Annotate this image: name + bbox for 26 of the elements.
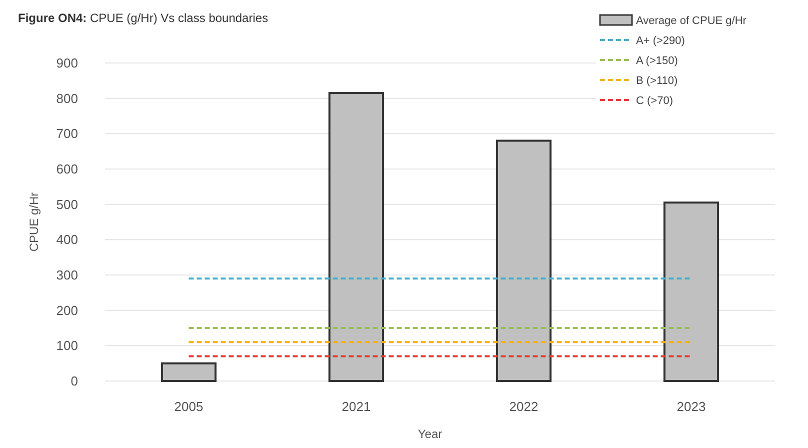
y-tick-label: 900 (56, 56, 78, 71)
x-tick-label: 2023 (676, 399, 706, 414)
bar (160, 362, 217, 382)
chart-title: Figure ON4: CPUE (g/Hr) Vs class boundaries (18, 11, 268, 25)
y-tick-label: 500 (56, 196, 78, 212)
legend-label: Average of CPUE g/Hr (636, 14, 747, 27)
x-tick-label: 2005 (174, 399, 204, 414)
y-tick-label: 300 (56, 268, 78, 283)
y-tick-label: 0 (70, 374, 78, 389)
x-axis-title: Year (418, 427, 442, 441)
y-tick-label: 400 (56, 232, 78, 248)
x-tick-label: 2022 (509, 399, 538, 414)
x-tick-label: 2021 (342, 399, 371, 414)
y-tick-label: 600 (56, 162, 78, 177)
legend-label: C (>70) (636, 94, 673, 107)
legend-label: A+ (>290) (636, 34, 685, 47)
legend-label: A (>150) (636, 54, 678, 67)
y-axis-title: CPUE g/Hr (27, 192, 41, 252)
y-tick-label: 800 (56, 90, 78, 106)
y-tick-label: 700 (56, 126, 78, 142)
bar (496, 140, 552, 382)
legend-label: B (>110) (636, 74, 678, 87)
y-tick-label: 200 (56, 302, 78, 318)
bar (663, 202, 720, 382)
bar (328, 92, 384, 382)
y-tick-label: 100 (56, 338, 78, 354)
